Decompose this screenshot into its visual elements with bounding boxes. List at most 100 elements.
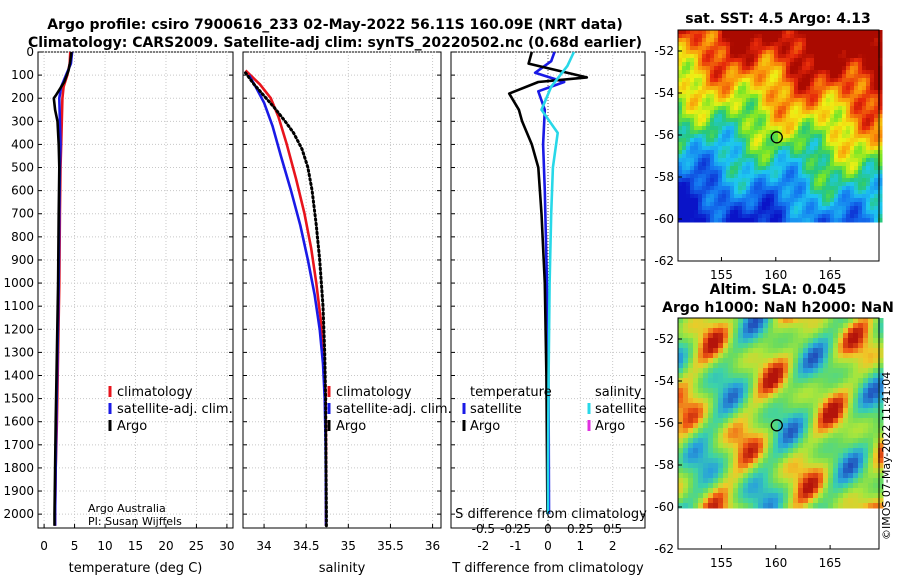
map-cell bbox=[718, 353, 724, 359]
map-cell bbox=[850, 142, 855, 147]
map-cell bbox=[874, 86, 879, 91]
map-cell bbox=[682, 106, 687, 111]
map-cell bbox=[808, 443, 814, 449]
map-cell bbox=[754, 38, 759, 43]
map-cell bbox=[878, 142, 883, 147]
map-cell bbox=[763, 328, 769, 334]
map-cell bbox=[823, 478, 829, 484]
map-cell bbox=[762, 50, 767, 55]
map-cell bbox=[863, 358, 869, 364]
map-cell bbox=[798, 122, 803, 127]
map-cell bbox=[703, 453, 709, 459]
map-cell bbox=[774, 142, 779, 147]
map-cell bbox=[803, 478, 809, 484]
map-cell bbox=[830, 154, 835, 159]
map-cell bbox=[878, 30, 883, 35]
map-cell bbox=[713, 348, 719, 354]
map-cell bbox=[678, 483, 684, 489]
map-cell bbox=[758, 418, 764, 424]
map-cell bbox=[798, 74, 803, 79]
map-cell bbox=[823, 383, 829, 389]
map-cell bbox=[854, 74, 859, 79]
map-cell bbox=[742, 182, 747, 187]
map-cell bbox=[743, 323, 749, 329]
map-cell bbox=[823, 388, 829, 394]
map-cell bbox=[754, 210, 759, 215]
map-cell bbox=[843, 398, 849, 404]
map-cell bbox=[846, 174, 851, 179]
map-cell bbox=[790, 178, 795, 183]
map-cell bbox=[843, 413, 849, 419]
map-cell bbox=[746, 206, 751, 211]
map-cell bbox=[878, 186, 883, 191]
map-cell bbox=[770, 218, 775, 223]
map-cell bbox=[850, 82, 855, 87]
map-cell bbox=[678, 70, 683, 75]
map-cell bbox=[838, 423, 844, 429]
map-cell bbox=[806, 170, 811, 175]
map-cell bbox=[688, 503, 694, 509]
map-cell bbox=[746, 110, 751, 115]
map-cell bbox=[806, 82, 811, 87]
map-cell bbox=[738, 150, 743, 155]
map-cell bbox=[853, 428, 859, 434]
map-cell bbox=[778, 214, 783, 219]
map-cell bbox=[783, 463, 789, 469]
map-cell bbox=[810, 106, 815, 111]
map-cell bbox=[754, 174, 759, 179]
map-cell bbox=[862, 114, 867, 119]
map-cell bbox=[782, 70, 787, 75]
map-cell bbox=[774, 194, 779, 199]
map-cell bbox=[878, 383, 884, 389]
map-cell bbox=[834, 82, 839, 87]
map-cell bbox=[802, 186, 807, 191]
map-cell bbox=[806, 86, 811, 91]
map-cell bbox=[782, 38, 787, 43]
map-cell bbox=[694, 70, 699, 75]
map-cell bbox=[843, 353, 849, 359]
map-cell bbox=[738, 170, 743, 175]
map-cell bbox=[794, 114, 799, 119]
map-cell bbox=[738, 423, 744, 429]
map-cell bbox=[788, 498, 794, 504]
map-cell bbox=[862, 98, 867, 103]
map-cell bbox=[686, 214, 691, 219]
map-cell bbox=[846, 218, 851, 223]
map-cell bbox=[833, 403, 839, 409]
map-cell bbox=[773, 458, 779, 464]
map-cell bbox=[762, 142, 767, 147]
map-cell bbox=[826, 130, 831, 135]
map-cell bbox=[828, 393, 834, 399]
map-cell bbox=[706, 218, 711, 223]
map-cell bbox=[782, 182, 787, 187]
map-cell bbox=[838, 30, 843, 35]
map-cell bbox=[768, 383, 774, 389]
map-cell bbox=[778, 468, 784, 474]
y-tick-label: 1700 bbox=[3, 438, 34, 452]
map-cell bbox=[833, 453, 839, 459]
map-cell bbox=[818, 458, 824, 464]
map-cell bbox=[713, 398, 719, 404]
map-cell bbox=[830, 194, 835, 199]
map-cell bbox=[694, 158, 699, 163]
map-cell bbox=[750, 210, 755, 215]
map-cell bbox=[863, 348, 869, 354]
map-cell bbox=[750, 70, 755, 75]
map-cell bbox=[828, 408, 834, 414]
map-cell bbox=[868, 418, 874, 424]
map-cell bbox=[794, 30, 799, 35]
map-cell bbox=[690, 146, 695, 151]
map-cell bbox=[688, 413, 694, 419]
map-cell bbox=[863, 398, 869, 404]
map-cell bbox=[726, 158, 731, 163]
map-cell bbox=[774, 54, 779, 59]
map-cell bbox=[738, 86, 743, 91]
map-cell bbox=[814, 122, 819, 127]
map-cell bbox=[808, 493, 814, 499]
map-cell bbox=[734, 90, 739, 95]
map-cell bbox=[738, 194, 743, 199]
map-cell bbox=[814, 30, 819, 35]
map-cell bbox=[858, 174, 863, 179]
map-cell bbox=[846, 50, 851, 55]
map-cell bbox=[743, 448, 749, 454]
